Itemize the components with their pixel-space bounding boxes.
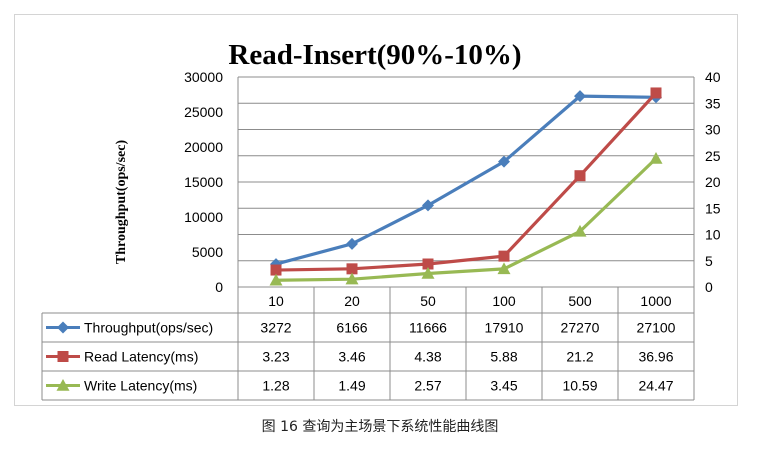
- data-point: [345, 272, 359, 285]
- right-tick-label: 0: [705, 279, 713, 295]
- series-name: Read Latency(ms): [84, 349, 198, 365]
- table-cell-value: 3272: [260, 320, 291, 336]
- left-tick-label: 30000: [184, 69, 223, 85]
- left-tick-label: 20000: [184, 139, 223, 155]
- table-cell-value: 2.57: [414, 378, 441, 394]
- table-cell-value: 3.46: [338, 349, 365, 365]
- right-tick-label: 10: [705, 227, 721, 243]
- data-point: [422, 199, 434, 212]
- right-tick-label: 20: [705, 174, 721, 190]
- series-line: [275, 91, 658, 272]
- category-label: 10: [268, 293, 284, 309]
- legend-key-marker: [57, 351, 69, 362]
- legend-key-marker: [57, 321, 69, 334]
- table-cell-value: 24.47: [638, 378, 673, 394]
- table-cell-value: 17910: [485, 320, 524, 336]
- legend-key-marker: [56, 379, 70, 391]
- table-cell-value: 1.28: [262, 378, 289, 394]
- data-point: [498, 250, 510, 262]
- table-cell-value: 3.45: [490, 378, 517, 394]
- left-axis-ticks: 0 5000 10000 15000 20000 25000 30000: [184, 69, 223, 295]
- table-cell-value: 27270: [561, 320, 600, 336]
- data-point: [346, 263, 358, 275]
- data-point: [574, 170, 586, 182]
- figure-caption: 图 16 查询为主场景下系统性能曲线图: [261, 419, 499, 435]
- data-point: [650, 87, 662, 99]
- category-label: 100: [492, 293, 516, 309]
- table-cell-value: 27100: [637, 320, 676, 336]
- category-label: 20: [344, 293, 360, 309]
- plot-series: [269, 87, 663, 286]
- table-cell-value: 5.88: [490, 349, 517, 365]
- data-point: [270, 264, 282, 276]
- table-cell-value: 3.23: [262, 349, 289, 365]
- right-axis-ticks: 0 5 10 15 20 25 30 35 40: [705, 69, 721, 295]
- left-tick-label: 5000: [192, 244, 223, 260]
- data-point: [574, 90, 586, 103]
- left-tick-label: 25000: [184, 104, 223, 120]
- series-line: [275, 94, 657, 266]
- data-point: [573, 224, 587, 237]
- table-cell-value: 6166: [336, 320, 367, 336]
- category-label: 500: [568, 293, 592, 309]
- right-tick-label: 5: [705, 253, 713, 269]
- right-tick-label: 25: [705, 148, 721, 164]
- left-tick-label: 0: [215, 279, 223, 295]
- table-cell-value: 1.49: [338, 378, 365, 394]
- chart-border: [14, 14, 738, 406]
- y-axis-label: Throughput(ops/sec): [114, 140, 129, 265]
- table-cell-value: 36.96: [638, 349, 673, 365]
- series-line: [275, 157, 658, 282]
- data-point: [346, 237, 358, 250]
- right-tick-label: 15: [705, 200, 721, 216]
- series-name: Throughput(ops/sec): [84, 320, 213, 336]
- data-point: [649, 152, 663, 164]
- data-point: [422, 258, 434, 270]
- table-cell-value: 21.2: [566, 349, 593, 365]
- data-point: [269, 273, 283, 286]
- data-point: [497, 262, 511, 275]
- right-tick-label: 30: [705, 122, 721, 138]
- data-table: 10 20 50 100 500 1000 Throughput(ops/sec) 3272 6…: [41, 286, 695, 401]
- left-tick-label: 15000: [184, 174, 223, 190]
- right-tick-label: 35: [705, 95, 721, 111]
- right-tick-label: 40: [705, 69, 721, 85]
- category-label: 1000: [640, 293, 671, 309]
- table-cell-value: 11666: [409, 320, 447, 336]
- data-point: [498, 155, 510, 168]
- series-name: Write Latency(ms): [84, 378, 197, 394]
- table-cell-value: 10.59: [562, 378, 597, 394]
- chart-title: Read-Insert(90%-10%): [228, 39, 521, 71]
- left-tick-label: 10000: [184, 209, 223, 225]
- category-label: 50: [420, 293, 436, 309]
- table-cell-value: 4.38: [414, 349, 441, 365]
- data-point: [421, 267, 435, 279]
